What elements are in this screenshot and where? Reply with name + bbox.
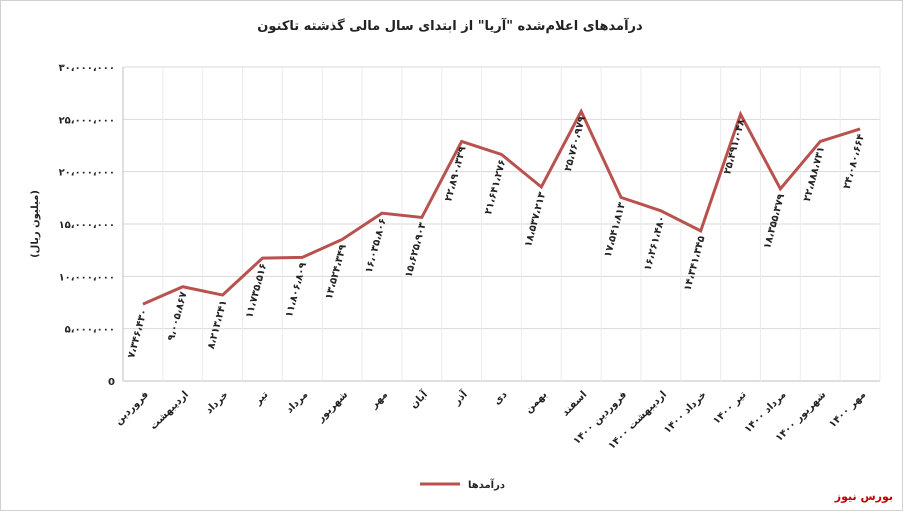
- y-tick-label: 0: [108, 377, 115, 388]
- y-axis-label: (میلیون ریال): [30, 190, 41, 258]
- y-tick-label: ۲۰،۰۰۰،۰۰۰: [59, 168, 115, 179]
- y-tick-label: ۲۵،۰۰۰،۰۰۰: [59, 115, 115, 126]
- line: [142, 107, 861, 306]
- y-tick-label: ۵،۰۰۰،۰۰۰: [65, 325, 115, 336]
- chart-title: درآمدهای اعلام‌شده "آریا" از ابتدای سال …: [257, 17, 643, 34]
- y-tick-label: ۱۵،۰۰۰،۰۰۰: [59, 220, 115, 231]
- source: بورس نیوز: [834, 490, 893, 503]
- y-tick-label: ۳۰،۰۰۰،۰۰۰: [59, 63, 115, 74]
- legend-label: درآمدها: [468, 478, 505, 491]
- y-tick-label: ۱۰،۰۰۰،۰۰۰: [59, 272, 115, 283]
